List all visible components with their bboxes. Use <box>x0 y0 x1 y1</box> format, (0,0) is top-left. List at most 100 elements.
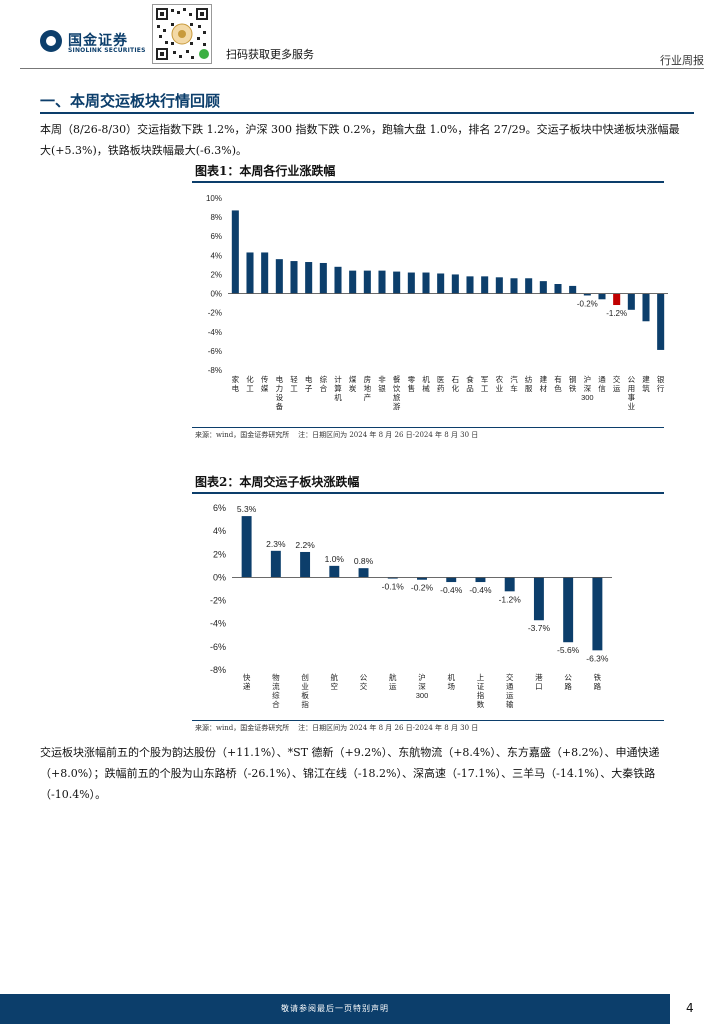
figure2-title: 图表2：本周交运子板块涨跌幅 <box>195 475 360 489</box>
x-tick-label: 公交 <box>360 673 368 691</box>
x-tick-label: 交通运输 <box>506 672 514 709</box>
bar <box>451 274 459 294</box>
section-divider <box>40 112 694 114</box>
qr-caption: 扫码获取更多服务 <box>226 48 314 61</box>
y-tick-label: -2% <box>210 596 226 606</box>
x-tick-label: 公用事业 <box>628 375 636 411</box>
x-tick-label: 医药 <box>437 375 445 393</box>
x-tick-label: 军工 <box>481 375 489 393</box>
page-number: 4 <box>686 1001 694 1015</box>
bar <box>334 266 342 294</box>
x-tick-label: 轻工 <box>290 374 298 393</box>
data-label: -1.2% <box>606 309 627 318</box>
bar <box>563 577 574 643</box>
figure2-source: 来源：wind，国金证券研究所 注：日期区间为 2024 年 8 月 26 日-… <box>195 724 479 732</box>
bar <box>329 565 340 578</box>
data-label: -0.2% <box>577 299 598 308</box>
bar <box>378 270 386 294</box>
y-tick-label: 0% <box>210 290 222 299</box>
x-tick-label: 钢铁 <box>569 374 577 393</box>
figure2-chart: 6% 4% 2% 0% -2% -4% -6% -8% 5.3% 快递 2.3% 物流综合 2.2% 创业… <box>210 503 612 709</box>
bar <box>642 293 650 322</box>
x-tick-label: 机场 <box>447 672 455 691</box>
x-tick-label: 传媒 <box>261 374 269 393</box>
x-tick-label: 餐饮旅游 <box>393 375 401 411</box>
bar <box>446 577 457 583</box>
paragraph-top-stocks: 交运板块涨幅前五的个股为韵达股份（+11.1%）、*ST 德新（+9.2%）、东… <box>40 746 660 801</box>
bar <box>290 261 298 294</box>
x-tick-label: 铁路 <box>594 672 602 691</box>
brand-name-en: SINOLINK SECURITIES <box>68 47 146 54</box>
data-label: -0.4% <box>440 585 463 595</box>
x-tick-label: 煤炭 <box>349 374 357 393</box>
y-tick-label: 4% <box>210 251 222 260</box>
x-tick-label: 港口 <box>535 672 543 691</box>
x-tick-label: 航空 <box>331 672 339 691</box>
bar <box>533 577 544 621</box>
figure1-top-rule <box>192 181 664 183</box>
x-tick-label: 有色 <box>554 374 562 393</box>
data-label: -5.6% <box>557 645 580 655</box>
figure1-chart: 10% 8% 6% 4% 2% 0% -2% -4% -6% -8% 家电化工传媒电力设备轻工电子综… <box>206 194 668 411</box>
y-tick-label: 8% <box>210 213 222 222</box>
qr-code-icon[interactable] <box>152 4 212 64</box>
bar <box>246 252 254 294</box>
x-tick-label: 通信 <box>598 374 606 393</box>
bar <box>525 278 533 294</box>
x-tick-label: 房地产 <box>364 374 372 402</box>
section-title: 一、本周交运板块行情回顾 <box>40 92 221 110</box>
y-tick-label: -4% <box>208 328 222 337</box>
bar <box>613 293 621 306</box>
x-tick-label: 航运 <box>389 672 397 691</box>
y-tick-label: 0% <box>213 572 226 582</box>
bar <box>319 262 327 294</box>
x-tick-label: 计算机 <box>334 374 342 402</box>
x-tick-label: 建材 <box>540 374 548 393</box>
x-tick-label: 汽车 <box>510 374 518 393</box>
y-tick-label: 2% <box>213 549 226 559</box>
bar <box>504 577 515 592</box>
bar <box>495 277 503 294</box>
x-tick-label: 电力设备 <box>276 374 284 411</box>
x-tick-label: 交运 <box>613 374 621 393</box>
bar <box>592 577 603 651</box>
bar <box>554 284 562 294</box>
x-tick-label: 零售 <box>408 375 416 393</box>
bar <box>387 577 398 579</box>
bar <box>627 293 635 310</box>
x-tick-label: 银行 <box>657 375 665 393</box>
figure1-bottom-rule <box>192 427 664 428</box>
bar <box>583 293 591 296</box>
x-tick-label: 公路 <box>564 673 572 691</box>
bar <box>510 278 518 294</box>
x-tick-label: 化工 <box>246 374 254 393</box>
footer-disclaimer: 敬请参阅最后一页特别声明 <box>281 1004 389 1013</box>
bar <box>417 577 427 580</box>
x-tick-label: 快递 <box>243 672 251 691</box>
figure1-title: 图表1：本周各行业涨跌幅 <box>195 164 336 178</box>
bar <box>270 550 281 578</box>
figure1-source: 来源：wind，国金证券研究所 注：日期区间为 2024 年 8 月 26 日-… <box>195 431 479 439</box>
brand-logo-icon <box>40 30 62 52</box>
y-tick-label: 6% <box>210 232 222 241</box>
bar <box>241 516 252 578</box>
x-tick-label: 建筑 <box>642 374 650 393</box>
x-tick-label: 纺服 <box>525 374 533 393</box>
bar <box>422 272 430 294</box>
bar <box>407 272 415 294</box>
data-label: 2.2% <box>295 540 315 550</box>
x-tick-label: 食品 <box>466 374 474 393</box>
x-tick-label: 机械 <box>422 374 430 393</box>
bar <box>363 270 371 294</box>
y-tick-label: -2% <box>208 309 222 318</box>
x-tick-label: 物流综合 <box>272 672 280 709</box>
y-tick-label: -8% <box>210 665 226 675</box>
footer-bar <box>0 994 670 1024</box>
bar <box>349 270 357 294</box>
y-tick-label: -6% <box>208 347 222 356</box>
y-tick-label: 2% <box>210 270 222 279</box>
figure2-top-rule <box>192 492 664 494</box>
y-tick-label: 10% <box>206 194 222 203</box>
y-tick-label: -8% <box>208 366 222 375</box>
x-tick-label: 沪深 300 <box>581 374 594 402</box>
